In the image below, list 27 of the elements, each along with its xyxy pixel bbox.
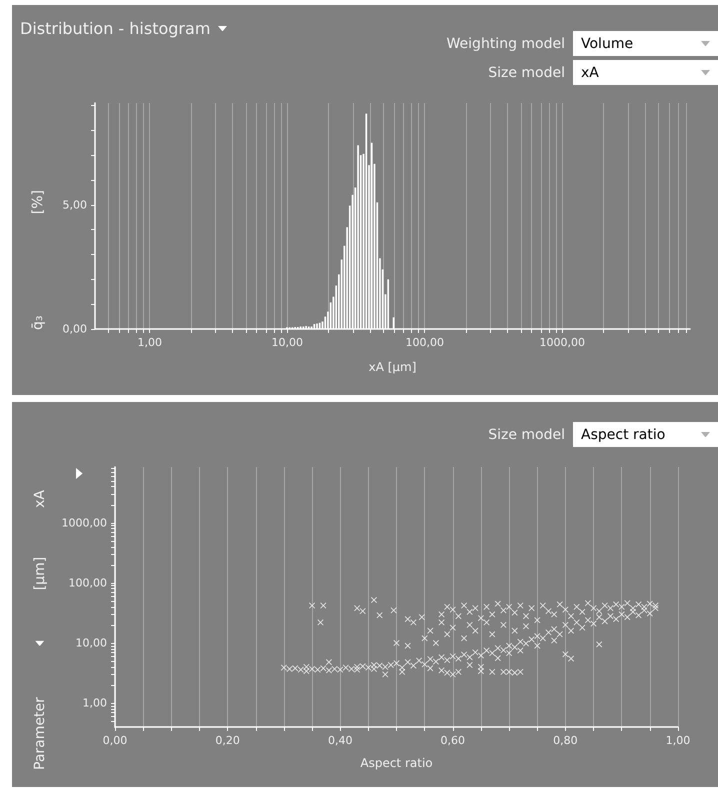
- dropdown-field: xA: [573, 60, 718, 85]
- chart-title: Distribution - histogram: [20, 19, 210, 38]
- text: Weighting model: [446, 36, 565, 52]
- text: Size model: [488, 64, 565, 80]
- text: Size model: [488, 426, 565, 442]
- text: q̄₃ [%]: [30, 190, 46, 330]
- x-tick-label: 0,80: [553, 734, 578, 747]
- dropdown-field: Volume: [573, 31, 718, 56]
- y-tick-label: 10,00: [76, 636, 107, 650]
- text: Parameter [µm] xA: [32, 490, 48, 770]
- x-tick-label: 10,00: [271, 336, 303, 349]
- x-tick-label: 0,20: [215, 734, 240, 747]
- x-tick-label: 100,00: [405, 336, 444, 349]
- x-tick-label: 1000,00: [539, 336, 585, 349]
- x-axis-title: xA [µm]: [368, 360, 416, 374]
- x-tick-label: 1,00: [137, 336, 162, 349]
- x-tick-label: 0,60: [440, 734, 466, 747]
- y-tick-label: 100,00: [68, 576, 107, 590]
- y-tick-label: 0,00: [62, 322, 87, 336]
- y-tick-label: 5,00: [62, 198, 87, 212]
- dropdown-field: Aspect ratio: [573, 422, 718, 447]
- y-tick-label: 1,00: [82, 696, 107, 710]
- x-axis-title: Aspect ratio: [360, 756, 433, 770]
- x-tick-label: 0,40: [328, 734, 352, 747]
- x-tick-label: 0,00: [102, 734, 128, 747]
- y-tick-label: 1000,00: [62, 516, 107, 530]
- x-tick-label: 1,00: [666, 734, 690, 747]
